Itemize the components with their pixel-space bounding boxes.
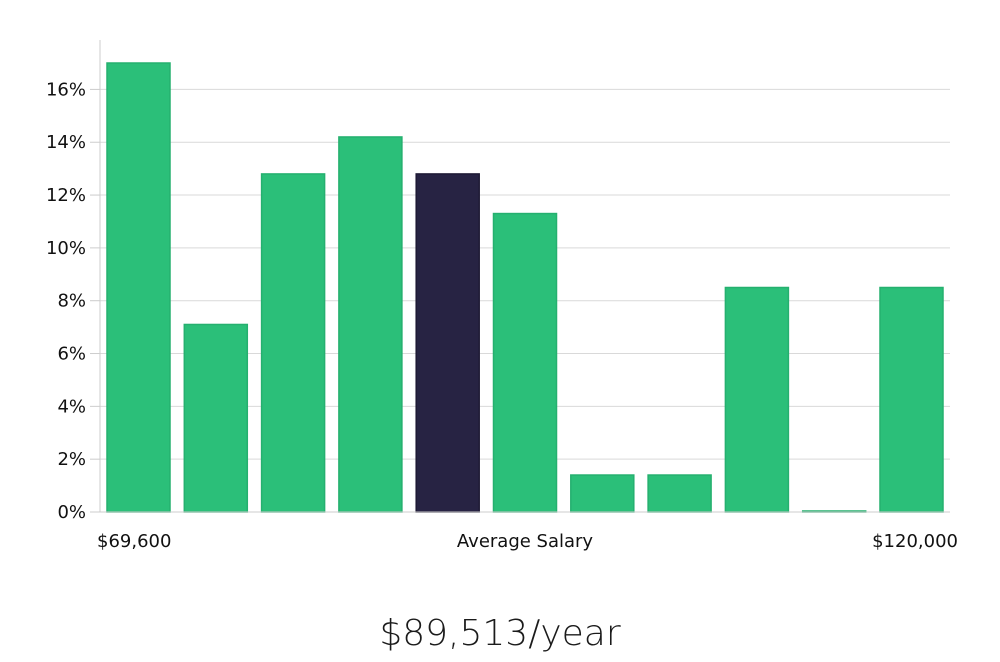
salary-histogram-chart: 0% 2% 4% 6% 8% 10% 12% 14% 16% $69,600 Average S… (46, 40, 958, 552)
y-tick-label: 4% (57, 396, 86, 417)
y-tick-label: 12% (46, 185, 86, 206)
x-axis-left-label: $69,600 (97, 531, 171, 552)
y-tick-label: 6% (57, 344, 86, 365)
bar (183, 323, 249, 513)
bar (338, 136, 403, 513)
y-tick-label: 0% (57, 502, 86, 523)
axes (99, 40, 950, 513)
bars (106, 62, 944, 513)
y-tick-label: 16% (46, 79, 86, 100)
y-tick-label: 2% (57, 449, 86, 470)
y-tick-label: 8% (57, 291, 86, 312)
bar (647, 474, 712, 513)
bar (879, 286, 944, 513)
bar-average-salary (415, 173, 480, 513)
bar (260, 173, 326, 513)
y-tick-label: 14% (46, 132, 86, 153)
bar (570, 474, 635, 513)
y-tick-labels: 0% 2% 4% 6% 8% 10% 12% 14% 16% (46, 79, 100, 523)
bar (724, 286, 790, 513)
x-axis-center-label: Average Salary (457, 531, 594, 552)
bar (106, 62, 171, 513)
average-salary-value: $89,513/year (379, 613, 621, 654)
y-tick-label: 10% (46, 238, 86, 259)
x-axis-right-label: $120,000 (872, 531, 958, 552)
bar (492, 212, 558, 513)
